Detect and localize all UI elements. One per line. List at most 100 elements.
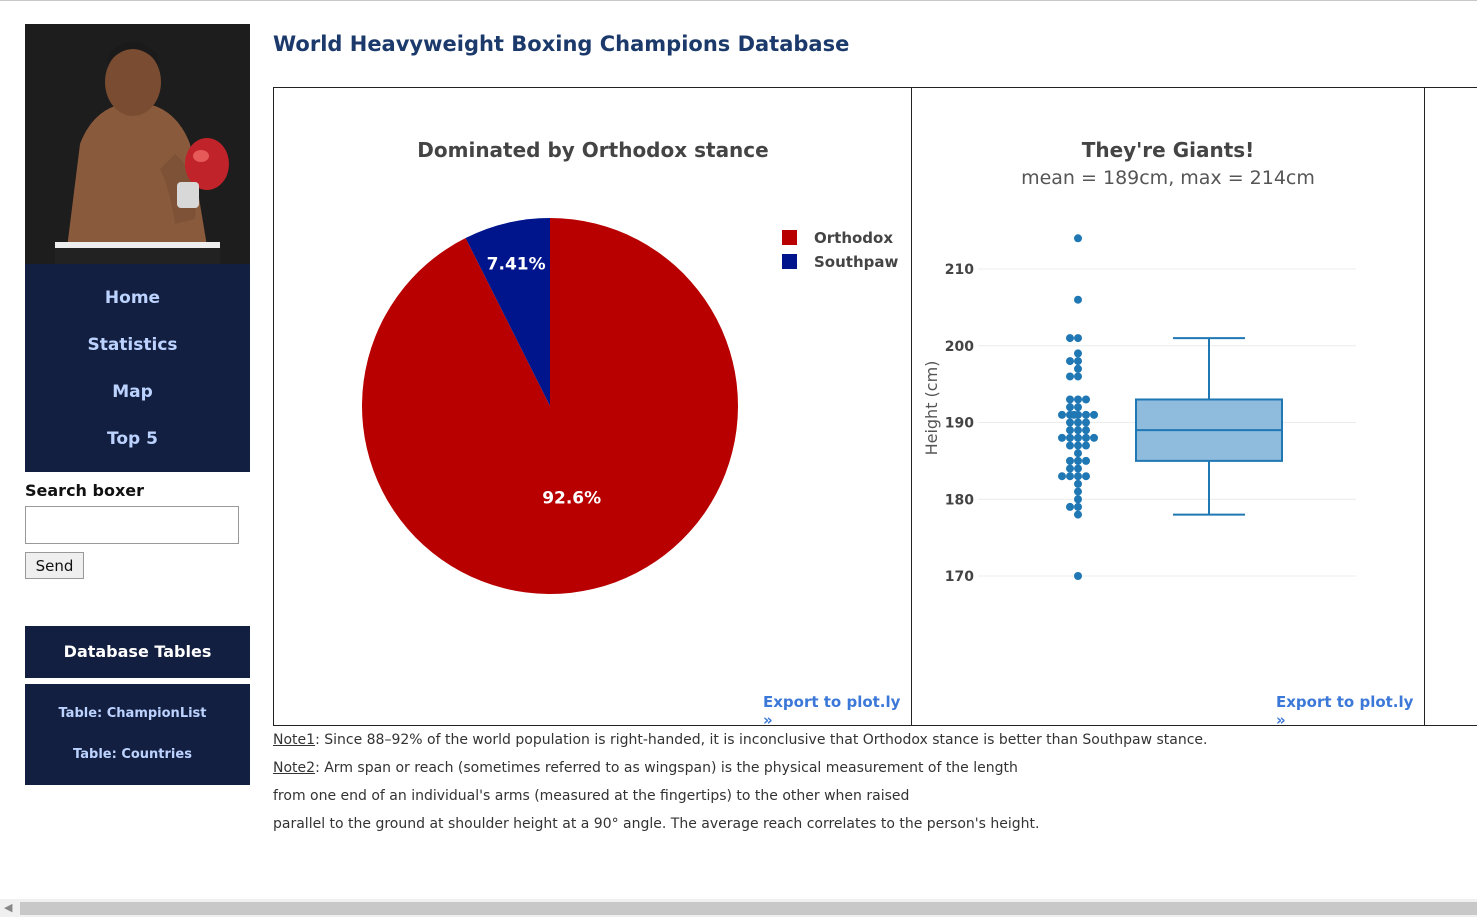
note2: Note2: Arm span or reach (sometimes refe… <box>273 760 1018 776</box>
box-chart-subtitle: mean = 189cm, max = 214cm <box>1021 167 1315 189</box>
height-point[interactable] <box>1074 464 1082 473</box>
pie-label-southpaw: 7.41% <box>487 254 546 274</box>
height-point[interactable] <box>1066 441 1074 450</box>
height-point[interactable] <box>1066 456 1074 465</box>
box-chart: They're Giants! mean = 189cm, max = 214c… <box>922 138 1356 585</box>
height-point[interactable] <box>1066 464 1074 473</box>
height-point[interactable] <box>1066 334 1074 343</box>
search-input[interactable] <box>25 506 239 544</box>
legend-swatch-orthodox[interactable] <box>782 230 797 245</box>
height-point[interactable] <box>1090 433 1098 442</box>
height-point[interactable] <box>1082 472 1090 481</box>
pie-chart-panel: Dominated by Orthodox stance 92.6% 7.41% … <box>273 87 912 729</box>
height-point[interactable] <box>1082 426 1090 435</box>
height-point[interactable] <box>1074 441 1082 450</box>
height-point[interactable] <box>1074 234 1082 243</box>
top-border <box>0 0 1477 1</box>
note2-line2: from one end of an individual's arms (me… <box>273 788 910 804</box>
legend-label-orthodox[interactable]: Orthodox <box>814 229 893 247</box>
boxer-photo <box>25 24 250 264</box>
height-point[interactable] <box>1082 456 1090 465</box>
main-nav: Home Statistics Map Top 5 <box>25 264 250 472</box>
height-point[interactable] <box>1074 472 1082 481</box>
y-tick-200: 200 <box>945 339 974 355</box>
note1: Note1: Since 88–92% of the world populat… <box>273 732 1207 748</box>
height-point[interactable] <box>1082 395 1090 404</box>
height-point[interactable] <box>1082 433 1090 442</box>
note1-tag: Note1 <box>273 732 316 748</box>
height-point[interactable] <box>1066 426 1074 435</box>
height-point[interactable] <box>1074 334 1082 343</box>
send-button[interactable]: Send <box>25 552 84 579</box>
database-tables-list: Table: ChampionList Table: Countries <box>25 684 250 785</box>
height-point[interactable] <box>1074 487 1082 496</box>
next-chart-panel-edge <box>1424 87 1477 726</box>
height-point[interactable] <box>1074 426 1082 435</box>
height-point[interactable] <box>1074 479 1082 488</box>
nav-home[interactable]: Home <box>104 288 161 308</box>
note2-text: : Arm span or reach (sometimes referred … <box>315 760 1018 776</box>
nav-top5[interactable]: Top 5 <box>107 429 158 449</box>
scroll-left-icon[interactable]: ◀ <box>4 901 13 914</box>
height-point[interactable] <box>1074 456 1082 465</box>
height-point[interactable] <box>1074 403 1082 412</box>
height-point[interactable] <box>1074 418 1082 427</box>
nav-statistics[interactable]: Statistics <box>87 335 178 355</box>
box-export-link[interactable]: Export to plot.ly » <box>1276 693 1414 729</box>
height-point[interactable] <box>1066 357 1074 366</box>
height-point[interactable] <box>1082 410 1090 419</box>
box-chart-panel: They're Giants! mean = 189cm, max = 214c… <box>911 87 1425 729</box>
height-point[interactable] <box>1074 357 1082 366</box>
height-point[interactable] <box>1066 502 1074 511</box>
height-point[interactable] <box>1058 472 1066 481</box>
height-point[interactable] <box>1074 449 1082 458</box>
y-tick-170: 170 <box>945 569 974 585</box>
pie-slice-southpaw[interactable] <box>465 218 550 406</box>
height-point[interactable] <box>1074 395 1082 404</box>
height-point[interactable] <box>1058 410 1066 419</box>
height-point[interactable] <box>1074 433 1082 442</box>
box-y-axis-label: Height (cm) <box>922 361 941 456</box>
database-tables-header: Database Tables <box>25 626 250 678</box>
pie-chart-title: Dominated by Orthodox stance <box>417 138 768 162</box>
height-point[interactable] <box>1074 295 1082 304</box>
height-point[interactable] <box>1082 418 1090 427</box>
table-championlist-link[interactable]: Table: ChampionList <box>58 706 207 721</box>
horizontal-scrollbar[interactable]: ◀ <box>0 899 1477 917</box>
height-point[interactable] <box>1074 495 1082 504</box>
y-tick-210: 210 <box>945 262 974 278</box>
height-point[interactable] <box>1074 372 1082 381</box>
note1-text: : Since 88–92% of the world population i… <box>315 732 1208 748</box>
legend-label-southpaw[interactable]: Southpaw <box>814 253 898 271</box>
nav-map[interactable]: Map <box>112 382 153 402</box>
y-tick-190: 190 <box>945 416 974 432</box>
height-point[interactable] <box>1066 372 1074 381</box>
height-point[interactable] <box>1074 510 1082 519</box>
height-point[interactable] <box>1066 433 1074 442</box>
note2-tag: Note2 <box>273 760 316 776</box>
box-chart-title: They're Giants! <box>1082 138 1255 162</box>
height-point[interactable] <box>1066 418 1074 427</box>
pie-chart: Dominated by Orthodox stance 92.6%7.41% … <box>361 138 898 594</box>
table-countries-link[interactable]: Table: Countries <box>73 747 192 762</box>
pie-label-orthodox: 92.6% <box>542 488 601 508</box>
legend-swatch-southpaw[interactable] <box>782 254 797 269</box>
scrollbar-thumb[interactable] <box>20 902 1477 915</box>
height-point[interactable] <box>1058 433 1066 442</box>
page-title: World Heavyweight Boxing Champions Datab… <box>273 32 850 56</box>
y-tick-180: 180 <box>945 492 974 508</box>
height-point[interactable] <box>1082 441 1090 450</box>
height-point[interactable] <box>1074 502 1082 511</box>
boxer-illustration <box>25 24 250 264</box>
height-point[interactable] <box>1066 395 1074 404</box>
height-point[interactable] <box>1090 410 1098 419</box>
search-label: Search boxer <box>25 481 145 500</box>
height-point[interactable] <box>1066 472 1074 481</box>
height-point[interactable] <box>1070 410 1078 419</box>
height-point[interactable] <box>1066 403 1074 412</box>
note2-line3: parallel to the ground at shoulder heigh… <box>273 816 1040 832</box>
height-point[interactable] <box>1074 572 1082 580</box>
pie-export-link[interactable]: Export to plot.ly » <box>763 693 901 729</box>
height-point[interactable] <box>1074 349 1082 358</box>
height-point[interactable] <box>1074 364 1082 373</box>
